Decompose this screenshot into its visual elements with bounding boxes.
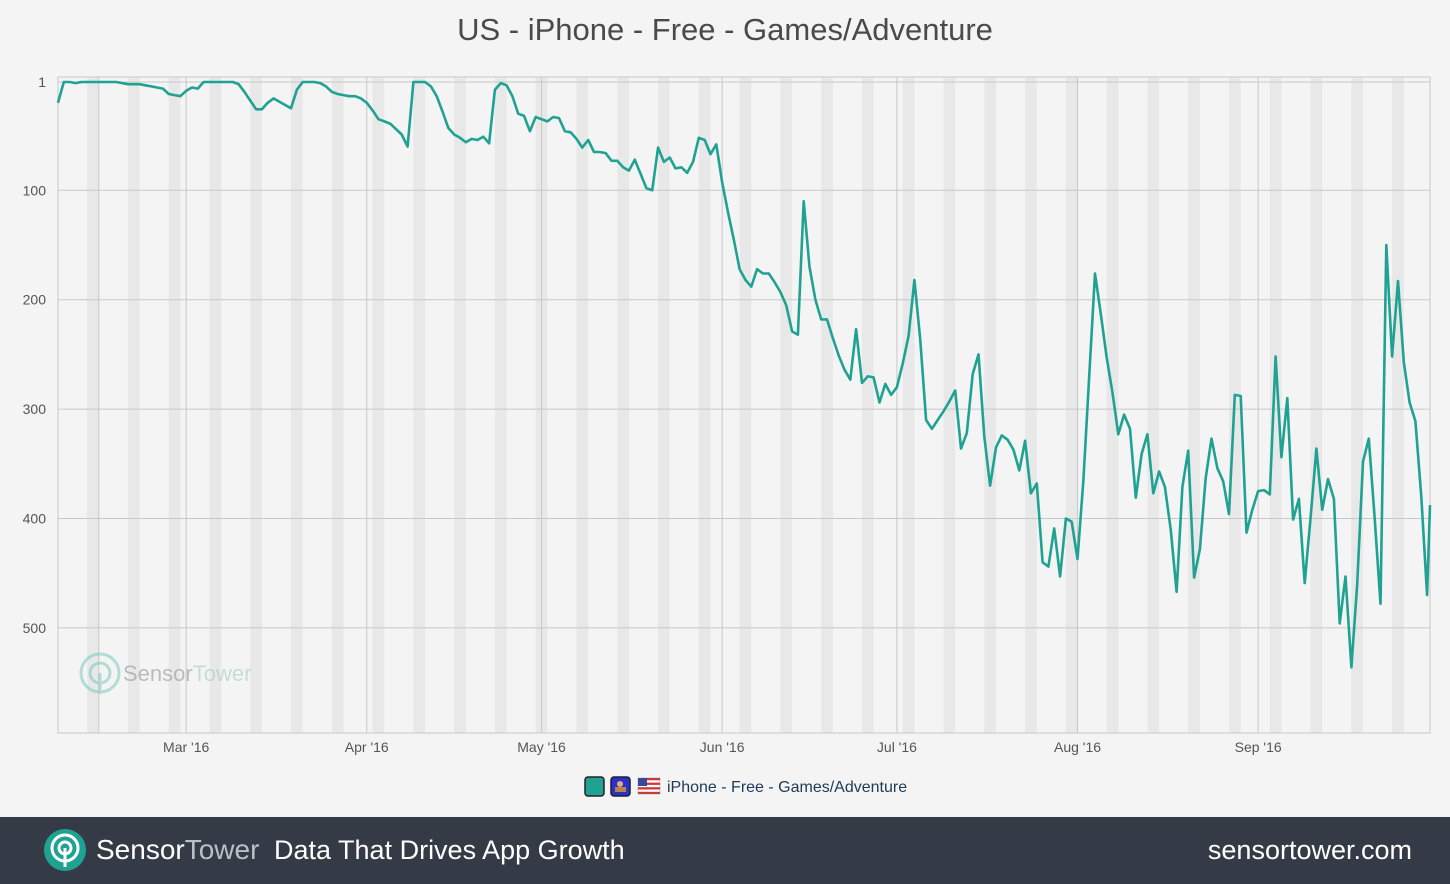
- footer-brand: SensorTower: [96, 834, 259, 866]
- weekend-band: [1147, 77, 1160, 733]
- weekend-band: [943, 77, 956, 733]
- chart-title: US - iPhone - Free - Games/Adventure: [457, 12, 993, 47]
- y-tick-label: 100: [23, 182, 47, 198]
- footer-url[interactable]: sensortower.com: [1207, 835, 1412, 865]
- y-tick-label: 1: [38, 74, 46, 90]
- watermark-logo-icon: [79, 652, 121, 694]
- weekend-band: [87, 77, 99, 733]
- weekend-band: [250, 77, 262, 733]
- weekend-band: [1392, 77, 1404, 733]
- svg-text:SensorTower: SensorTower: [123, 661, 251, 686]
- app-icon: [610, 776, 631, 797]
- weekend-band: [902, 77, 915, 733]
- y-tick-label: 200: [23, 292, 47, 308]
- weekend-band: [372, 77, 385, 733]
- weekend-band: [209, 77, 222, 733]
- rank-chart[interactable]: 1 100 200 300 400 500 Mar '16 Apr '16 May '16 Ju…: [0, 0, 1450, 817]
- x-tick-label: May '16: [517, 739, 566, 755]
- weekend-band: [1106, 77, 1119, 733]
- weekend-band: [454, 77, 466, 733]
- footer-brand-b: Tower: [184, 834, 260, 865]
- series-line[interactable]: [56, 80, 1432, 669]
- weekend-band: [739, 77, 752, 733]
- weekend-band: [576, 77, 589, 733]
- weekend-band: [494, 77, 507, 733]
- x-tick-label: Jul '16: [877, 739, 917, 755]
- weekend-band: [821, 77, 833, 733]
- watermark: SensorTower: [79, 652, 251, 694]
- legend[interactable]: iPhone - Free - Games/Adventure: [584, 776, 907, 797]
- weekend-band: [658, 77, 670, 733]
- footer-tagline: Data That Drives App Growth: [274, 835, 625, 865]
- weekend-bands: [87, 77, 1404, 733]
- x-tick-label: Aug '16: [1054, 739, 1101, 755]
- sensortower-logo-icon: [44, 829, 86, 871]
- weekend-band: [127, 77, 140, 733]
- weekend-band: [1269, 77, 1282, 733]
- footer-bar: SensorTower Data That Drives App Growth …: [0, 817, 1450, 884]
- legend-label[interactable]: iPhone - Free - Games/Adventure: [667, 779, 907, 796]
- vertical-gridlines: [98, 77, 1259, 733]
- weekend-band: [861, 77, 874, 733]
- watermark-brand-a: Sensor: [123, 661, 193, 686]
- us-flag-icon: [637, 777, 661, 795]
- y-tick-label: 300: [23, 401, 47, 417]
- weekend-band: [1351, 77, 1364, 733]
- weekend-band: [617, 77, 629, 733]
- x-tick-label: Jun '16: [700, 739, 745, 755]
- weekend-band: [168, 77, 181, 733]
- horizontal-gridlines: [58, 81, 1430, 629]
- weekend-band: [698, 77, 711, 733]
- weekend-band: [984, 77, 996, 733]
- weekend-band: [291, 77, 303, 733]
- weekend-band: [1065, 77, 1078, 733]
- y-axis-labels: 1 100 200 300 400 500: [23, 74, 47, 636]
- y-tick-label: 500: [23, 620, 47, 636]
- weekend-band: [331, 77, 344, 733]
- teal-swatch-icon: [584, 776, 605, 797]
- plot-border: [57, 76, 1431, 734]
- footer-brand-a: Sensor: [96, 834, 185, 865]
- x-tick-label: Mar '16: [163, 739, 209, 755]
- weekend-band: [413, 77, 426, 733]
- weekend-band: [780, 77, 793, 733]
- y-tick-label: 400: [23, 511, 47, 527]
- x-axis-labels: Mar '16 Apr '16 May '16 Jun '16 Jul '16 Aug '…: [163, 739, 1282, 755]
- watermark-brand-b: Tower: [193, 661, 252, 686]
- x-tick-label: Apr '16: [345, 739, 389, 755]
- x-tick-label: Sep '16: [1235, 739, 1282, 755]
- weekend-band: [1310, 77, 1323, 733]
- weekend-band: [1188, 77, 1200, 733]
- weekend-band: [1025, 77, 1037, 733]
